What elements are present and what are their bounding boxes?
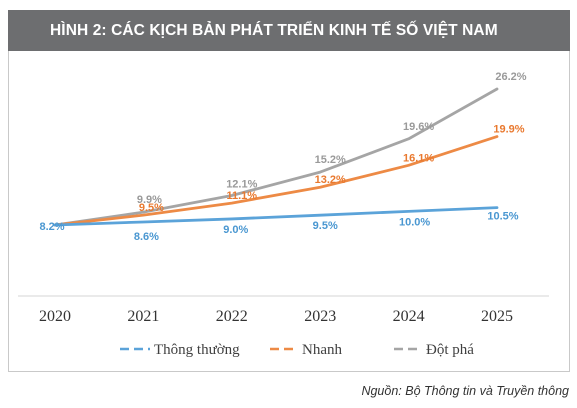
data-label: 9.5% xyxy=(139,202,164,214)
data-label: 9.5% xyxy=(313,220,338,232)
x-tick-label: 2022 xyxy=(216,308,248,325)
x-tick-label: 2023 xyxy=(304,308,336,325)
chart-frame xyxy=(8,51,570,372)
figure-title: HÌNH 2: CÁC KỊCH BẢN PHÁT TRIỂN KINH TẾ … xyxy=(50,21,498,39)
series-line-0 xyxy=(53,206,499,227)
data-label: 15.2% xyxy=(315,154,346,166)
series-line-1 xyxy=(53,135,499,227)
data-label: 9.0% xyxy=(223,224,248,236)
data-label: 11.1% xyxy=(227,190,258,202)
x-tick-label: 2020 xyxy=(39,308,71,325)
legend-label: Đột phá xyxy=(426,342,474,358)
data-label: 19.6% xyxy=(403,121,434,133)
x-tick-label: 2025 xyxy=(481,308,513,325)
data-label: 8.6% xyxy=(134,231,159,243)
data-label: 8.2% xyxy=(39,221,64,233)
x-tick-label: 2021 xyxy=(127,308,159,325)
data-label: 12.1% xyxy=(226,179,257,191)
data-label: 10.0% xyxy=(399,216,430,228)
data-label: 13.2% xyxy=(315,174,346,186)
source-note: Nguồn: Bộ Thông tin và Truyền thông xyxy=(361,384,569,398)
data-label: 16.1% xyxy=(403,152,434,164)
data-label: 26.2% xyxy=(495,71,526,83)
x-tick-label: 2024 xyxy=(393,308,425,325)
series-line-2 xyxy=(53,87,499,227)
legend-label: Thông thường xyxy=(154,342,240,358)
legend-label: Nhanh xyxy=(302,342,342,358)
data-label: 9.9% xyxy=(137,194,162,206)
data-label: 19.9% xyxy=(493,124,524,136)
data-label: 10.5% xyxy=(487,211,518,223)
figure-title-bar: HÌNH 2: CÁC KỊCH BẢN PHÁT TRIỂN KINH TẾ … xyxy=(8,10,570,51)
